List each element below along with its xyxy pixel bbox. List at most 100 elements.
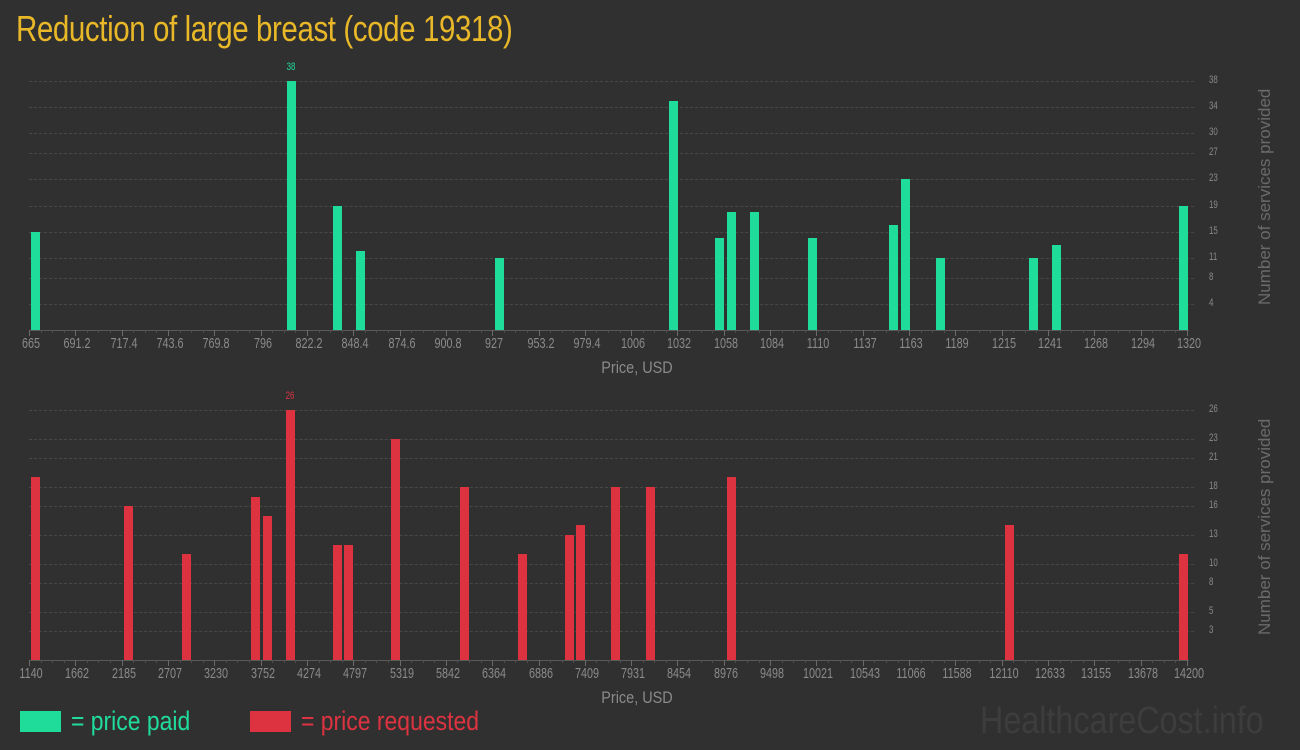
- bar[interactable]: [356, 251, 365, 330]
- bar[interactable]: [1179, 205, 1188, 330]
- x-minor-tick: [52, 330, 54, 333]
- bar[interactable]: [182, 554, 191, 660]
- x-minor-tick: [712, 660, 714, 663]
- gridline: [29, 179, 1194, 181]
- price-paid-swatch: [20, 711, 61, 732]
- y-tick-label: 21: [1209, 451, 1218, 464]
- y-tick-label: 15: [1209, 224, 1218, 237]
- x-minor-tick: [1105, 660, 1107, 663]
- y-tick-label: 38: [1209, 74, 1218, 86]
- x-minor-tick: [237, 330, 239, 333]
- bar[interactable]: [1052, 244, 1061, 330]
- x-tick-label: 8976: [713, 665, 738, 682]
- bar[interactable]: [889, 225, 898, 330]
- x-minor-tick: [712, 330, 714, 333]
- x-minor-tick: [1175, 330, 1177, 333]
- x-minor-tick: [943, 330, 945, 333]
- bar[interactable]: [1179, 554, 1188, 660]
- x-minor-tick: [1129, 660, 1131, 663]
- x-minor-tick: [364, 330, 366, 333]
- price-paid-legend-label: = price paid: [71, 706, 191, 736]
- x-minor-tick: [596, 330, 598, 333]
- x-minor-tick: [40, 660, 42, 663]
- x-minor-tick: [225, 330, 227, 333]
- x-minor-tick: [746, 660, 748, 663]
- bar[interactable]: [808, 238, 817, 330]
- x-tick: [75, 660, 77, 666]
- x-tick-label: 14200: [1173, 665, 1205, 682]
- peak-value-label: 26: [285, 390, 295, 402]
- x-minor-tick: [932, 330, 934, 333]
- bar[interactable]: [750, 212, 759, 330]
- x-minor-tick: [1082, 660, 1084, 663]
- x-minor-tick: [978, 660, 980, 663]
- x-tick-label: 822.2: [295, 335, 323, 352]
- x-axis-title: Price, USD: [601, 358, 673, 377]
- x-tick: [306, 330, 308, 336]
- x-minor-tick: [318, 660, 320, 663]
- x-tick-label: 1268: [1084, 335, 1109, 352]
- bar[interactable]: [611, 486, 620, 660]
- bar[interactable]: [251, 496, 260, 660]
- gridline: [29, 231, 1194, 233]
- x-tick: [445, 330, 447, 336]
- x-minor-tick: [828, 660, 830, 663]
- y-tick-label: 23: [1209, 172, 1218, 185]
- bar[interactable]: [391, 438, 400, 660]
- bar[interactable]: [715, 238, 724, 330]
- x-tick: [538, 660, 540, 666]
- x-tick-label: 743.6: [156, 335, 184, 352]
- bar[interactable]: [31, 231, 40, 330]
- x-tick-label: 4797: [343, 665, 368, 682]
- x-minor-tick: [1082, 330, 1084, 333]
- x-tick: [121, 660, 123, 666]
- bar[interactable]: [31, 477, 40, 660]
- x-minor-tick: [515, 330, 517, 333]
- bar[interactable]: [460, 486, 469, 660]
- x-minor-tick: [1036, 330, 1038, 333]
- bar[interactable]: [124, 506, 133, 660]
- y-tick-label: 8: [1209, 576, 1214, 589]
- x-tick-label: 1241: [1038, 335, 1063, 352]
- x-tick-label: 1294: [1130, 335, 1155, 352]
- bar[interactable]: [333, 205, 342, 330]
- bar[interactable]: [901, 179, 910, 330]
- bar[interactable]: [344, 544, 353, 660]
- x-minor-tick: [619, 660, 621, 663]
- x-minor-tick: [758, 660, 760, 663]
- x-minor-tick: [735, 660, 737, 663]
- x-tick-label: 848.4: [341, 335, 369, 352]
- bar[interactable]: [669, 100, 678, 330]
- x-minor-tick: [851, 330, 853, 333]
- x-tick: [29, 660, 30, 666]
- x-minor-tick: [249, 330, 251, 333]
- bar[interactable]: [263, 515, 272, 660]
- bar[interactable]: [1005, 525, 1014, 660]
- x-minor-tick: [804, 330, 806, 333]
- bar[interactable]: [576, 525, 585, 660]
- bar[interactable]: [1029, 257, 1038, 330]
- x-tick: [955, 330, 957, 336]
- bar[interactable]: [646, 486, 655, 660]
- x-minor-tick: [86, 660, 88, 663]
- bar[interactable]: [565, 535, 574, 660]
- x-tick: [862, 330, 864, 336]
- x-tick: [1048, 330, 1050, 336]
- bar[interactable]: [287, 81, 296, 330]
- x-minor-tick: [144, 330, 146, 333]
- x-minor-tick: [225, 660, 227, 663]
- bar[interactable]: [727, 477, 736, 660]
- bar[interactable]: [495, 257, 504, 330]
- x-tick: [1094, 660, 1096, 666]
- bar[interactable]: [727, 212, 736, 330]
- x-tick: [353, 660, 355, 666]
- x-tick: [399, 330, 401, 336]
- x-minor-tick: [573, 660, 575, 663]
- bar[interactable]: [286, 410, 295, 660]
- bar[interactable]: [936, 257, 945, 330]
- x-minor-tick: [573, 330, 575, 333]
- bar[interactable]: [518, 554, 527, 660]
- x-tick: [1187, 330, 1188, 336]
- x-tick-label: 10021: [803, 665, 834, 682]
- bar[interactable]: [333, 544, 342, 660]
